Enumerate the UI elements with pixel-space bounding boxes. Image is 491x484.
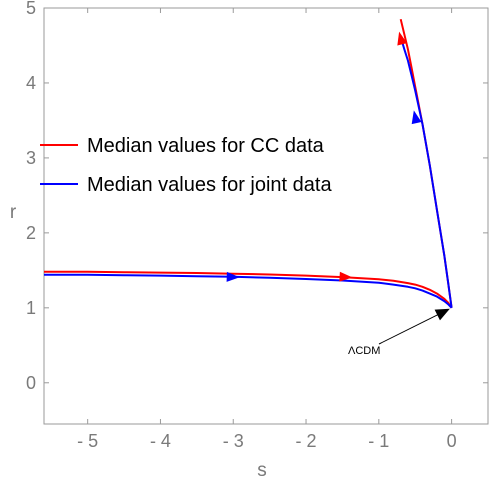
x-tick-label: - 3: [223, 431, 244, 451]
plot-frame: [43, 7, 489, 425]
axis-ticks: - 5 - 4 - 3 - 2 - 1 0 0 1 2 3 4 5: [26, 0, 488, 451]
legend: Median values for CC data Median values …: [40, 135, 332, 196]
direction-arrow-1: [397, 31, 408, 46]
y-tick-label: 4: [26, 73, 36, 93]
x-axis-title: s: [257, 460, 267, 481]
series-lines: [44, 18, 453, 309]
legend-label-cc: Median values for CC data: [87, 135, 325, 157]
x-tick-label: - 1: [368, 431, 389, 451]
direction-arrow-3: [411, 110, 422, 125]
direction-arrow-0: [339, 271, 353, 282]
plot-border: [43, 7, 489, 425]
y-tick-label: 0: [26, 373, 36, 393]
annotation-arrow-head: [434, 308, 450, 321]
series-1-lower-branch: [44, 273, 453, 309]
y-tick-label: 3: [26, 148, 36, 168]
x-tick-label: - 4: [150, 431, 171, 451]
y-tick-label: 5: [26, 0, 36, 18]
legend-label-joint: Median values for joint data: [87, 174, 332, 196]
direction-arrows: [226, 31, 422, 282]
annotation-label: ΛCDM: [348, 345, 380, 357]
y-axis-title: r: [10, 202, 17, 223]
series-1-upper-branch: [401, 41, 453, 308]
annotation-arrow-line: [378, 312, 442, 345]
direction-arrow-2: [226, 271, 240, 282]
annotation: ΛCDM: [348, 308, 450, 357]
x-tick-label: - 2: [296, 431, 317, 451]
x-tick-label: - 5: [77, 431, 98, 451]
y-tick-label: 2: [26, 223, 36, 243]
x-tick-label: 0: [447, 431, 457, 451]
series-0-lower-branch: [44, 270, 453, 309]
y-tick-label: 1: [26, 298, 36, 318]
